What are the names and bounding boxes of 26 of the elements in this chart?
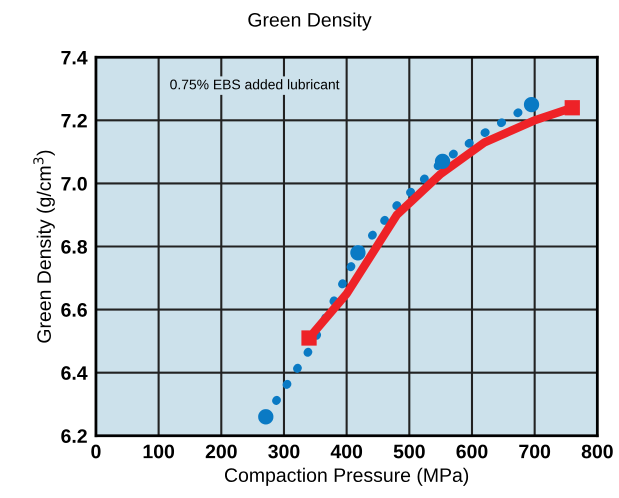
- point: [564, 100, 580, 116]
- point: [524, 96, 540, 112]
- x-tick-label: 0: [91, 444, 101, 458]
- x-tick-label: 200: [206, 444, 237, 458]
- point: [301, 330, 317, 346]
- y-tick-label: 7.4: [61, 50, 88, 64]
- annotation: 0.75% EBS added lubricant: [170, 79, 340, 90]
- y-tick-label: 6.6: [61, 303, 87, 317]
- y-tick-label: 6.8: [61, 240, 88, 254]
- x-tick-label: 300: [268, 444, 300, 458]
- x-tick-label: 800: [582, 444, 613, 458]
- y-tick-label: 7.2: [61, 114, 87, 128]
- x-axis-title: Compaction Pressure (MPa): [224, 468, 468, 486]
- x-tick-label: 400: [330, 444, 362, 458]
- y-tick-label: 7.0: [61, 176, 87, 191]
- x-tick-label: 500: [394, 444, 425, 458]
- point: [434, 154, 450, 169]
- x-tick-label: 600: [456, 444, 488, 458]
- chart-title: Green Density: [248, 12, 372, 31]
- x-tick-label: 700: [519, 444, 550, 458]
- x-tick-label: 100: [144, 444, 174, 458]
- point: [258, 409, 274, 424]
- y-tick-label: 6.4: [61, 366, 88, 380]
- point: [350, 245, 366, 260]
- y-tick-label: 6.2: [61, 429, 87, 443]
- y-axis-title: Green Density (g/cm$^{3}$): [33, 150, 55, 343]
